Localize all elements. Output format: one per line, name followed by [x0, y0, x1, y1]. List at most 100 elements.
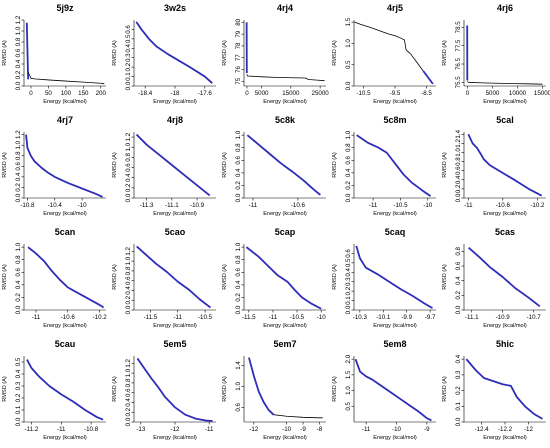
x-tick-label: -11 [57, 426, 66, 433]
y-tick-label: 0.6 [455, 166, 462, 175]
y-tick-label: 0.4 [345, 267, 352, 276]
x-tick-label: -9 [300, 426, 306, 433]
y-tick-label: 0.8 [455, 246, 462, 255]
x-axis-label: Energy (kcal/mol) [153, 99, 197, 105]
x-axis-label: Energy (kcal/mol) [483, 99, 527, 105]
y-tick-label: 0.6 [235, 402, 242, 411]
x-tick-label: -9.7 [425, 314, 436, 321]
y-tick-label: 0.4 [235, 168, 242, 177]
x-tick-label: -9.9 [401, 314, 412, 321]
panel-title: 5em7 [273, 339, 296, 349]
x-tick-label: -10.1 [376, 314, 391, 321]
y-tick-label: 0.2 [15, 183, 22, 192]
panel-title: 5cap [275, 227, 296, 237]
y-tick-label: 0.0 [345, 193, 352, 202]
y-tick-label: 0.1 [345, 296, 352, 305]
x-tick-label: -11.5 [144, 314, 158, 321]
y-tick-label: 0.4 [235, 280, 242, 289]
y-axis-label: RMSD (A) [112, 152, 118, 178]
x-tick-label: -13 [136, 426, 146, 433]
panel-title: 4rj4 [277, 3, 293, 13]
panel-title: 3w2s [164, 3, 186, 13]
series-line-1 [136, 245, 212, 309]
y-tick-label: 1.0 [235, 382, 242, 391]
y-tick-label: 0.3 [455, 370, 462, 379]
y-tick-label: 0.2 [125, 62, 132, 71]
y-tick-label: 1.0 [235, 130, 242, 139]
y-tick-label: 0.8 [235, 143, 242, 152]
y-axis-label: RMSD (A) [112, 40, 118, 66]
y-tick-label: 1.0 [455, 148, 462, 157]
x-axis-label: Energy (kcal/mol) [263, 99, 307, 105]
series-line-1 [467, 133, 543, 197]
y-tick-label: 0.0 [15, 417, 22, 426]
panel-5cao: 5cao 0.00.20.40.60.81.01.2 -11.5 -11 -10.5En… [112, 227, 216, 329]
y-axis-label: RMSD (A) [332, 40, 338, 66]
x-tick-label: -11 [173, 314, 182, 321]
x-tick-label: -11 [464, 202, 473, 209]
y-axis-label: RMSD (A) [222, 376, 228, 402]
series-line-1 [468, 246, 541, 308]
panel-3w2s: 3w2s 0.00.10.20.30.40.50.6 -18.4 -18 -17.6En… [112, 3, 216, 105]
y-tick-label: 1.2 [125, 246, 132, 255]
panel-title: 5can [55, 227, 76, 237]
x-tick-label: -10.6 [291, 202, 306, 209]
y-tick-label: 75.5 [455, 76, 462, 89]
x-axis-label: Energy (kcal/mol) [43, 323, 87, 329]
x-tick-label: -10 [317, 314, 327, 321]
y-tick-label: 0.0 [455, 417, 462, 426]
series-line-1 [355, 245, 433, 309]
y-tick-label: 0.0 [455, 305, 462, 314]
panel-title: 4rj7 [57, 115, 73, 125]
series-line-1 [27, 246, 105, 309]
series-line-2 [422, 70, 434, 85]
x-tick-label: 10000 [509, 90, 527, 97]
y-axis-label: RMSD (A) [2, 152, 8, 178]
y-tick-label: 0.8 [235, 255, 242, 264]
series-line-2 [467, 81, 543, 85]
x-tick-label: -10 [392, 426, 402, 433]
x-tick-label: -12 [249, 426, 259, 433]
y-axis-label: RMSD (A) [2, 376, 8, 402]
y-tick-label: 0.8 [15, 151, 22, 160]
x-tick-label: -11 [32, 314, 41, 321]
panel-title: 5caq [385, 227, 406, 237]
panel-title: 5cas [495, 227, 515, 237]
x-tick-label: -18.4 [138, 90, 153, 97]
y-tick-label: 0.4 [125, 43, 132, 52]
y-tick-label: 0.8 [455, 157, 462, 166]
series-line-1 [356, 134, 432, 197]
y-tick-label: 0.4 [125, 286, 132, 295]
y-tick-label: 1.0 [125, 142, 132, 151]
x-tick-label: -10.2 [93, 314, 108, 321]
panel-5cal: 5cal 0.00.20.40.60.81.01.21.4 -11 -10.6 -10.… [442, 115, 546, 217]
panel-title: 4rj5 [387, 3, 403, 13]
series-line-2 [273, 414, 323, 419]
series-line-1 [26, 359, 104, 421]
x-axis-label: Energy (kcal/mol) [153, 323, 197, 329]
x-tick-label: -11.2 [25, 426, 39, 433]
panel-title: 5cau [55, 339, 76, 349]
y-tick-label: 0.6 [235, 155, 242, 164]
x-tick-label: -10.4 [48, 202, 63, 209]
y-tick-label: 0.6 [125, 163, 132, 172]
x-tick-label: -10.7 [527, 314, 542, 321]
x-tick-label: -17.6 [198, 90, 213, 97]
panel-title: 5j9z [56, 3, 74, 13]
y-tick-label: 1.0 [345, 130, 352, 139]
panel-title: 5c8m [383, 115, 406, 125]
y-axis-label: RMSD (A) [442, 376, 448, 402]
y-tick-label: 0.0 [345, 81, 352, 90]
y-tick-label: 1.0 [15, 26, 22, 35]
y-tick-label: 1.2 [15, 15, 22, 24]
y-tick-label: 0.2 [15, 70, 22, 79]
y-tick-label: 0.0 [15, 305, 22, 314]
x-tick-label: 15000 [282, 90, 300, 97]
y-tick-label: 0.4 [15, 59, 22, 68]
y-tick-label: 1.0 [235, 242, 242, 251]
y-tick-label: 0.4 [455, 175, 462, 184]
x-tick-label: -10.2 [530, 202, 545, 209]
panel-title: 5cao [165, 227, 186, 237]
y-tick-label: 78.5 [455, 21, 462, 34]
y-tick-label: 1.4 [455, 129, 462, 138]
